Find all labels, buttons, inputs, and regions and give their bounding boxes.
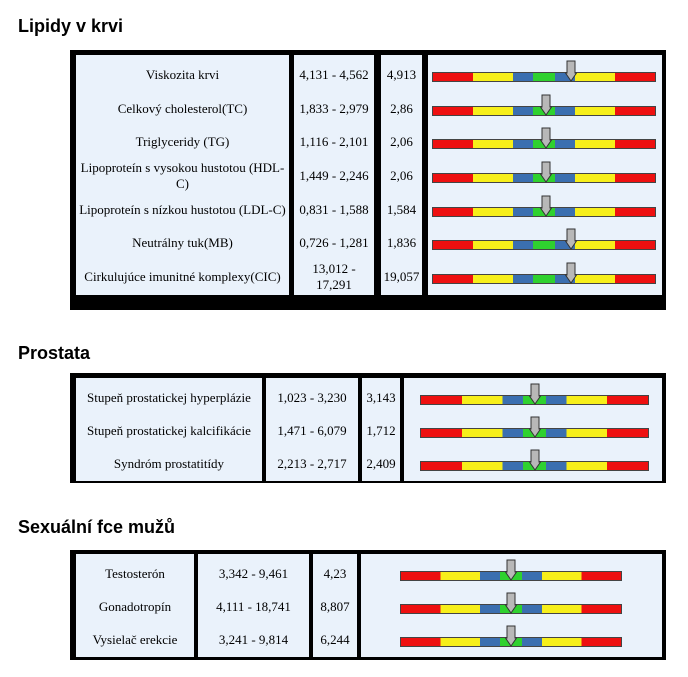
value-marker-icon bbox=[565, 262, 577, 284]
reference-range: 0,726 - 1,281 bbox=[294, 227, 374, 261]
section-title: Prostata bbox=[18, 343, 90, 364]
measured-value: 19,057 bbox=[381, 260, 422, 294]
reference-range: 1,116 - 2,101 bbox=[294, 125, 374, 159]
range-gauge-bar bbox=[432, 274, 656, 284]
value-marker-icon bbox=[505, 625, 517, 647]
measured-value: 8,807 bbox=[313, 590, 357, 623]
parameter-name: Vysielač erekcie bbox=[76, 623, 194, 656]
parameter-name: Testosterón bbox=[76, 557, 194, 590]
reference-range: 1,833 - 2,979 bbox=[294, 92, 374, 126]
value-marker-icon bbox=[540, 161, 552, 183]
value-marker-icon bbox=[565, 60, 577, 82]
measured-value: 1,836 bbox=[381, 227, 422, 261]
value-marker-icon bbox=[540, 195, 552, 217]
parameter-name: Syndróm prostatitídy bbox=[76, 447, 262, 480]
section-title: Sexuální fce mužů bbox=[18, 517, 175, 538]
measured-value: 4,913 bbox=[381, 58, 422, 92]
value-marker-icon bbox=[540, 94, 552, 116]
parameter-name: Celkový cholesterol(TC) bbox=[76, 92, 289, 126]
parameter-name: Cirkulujúce imunitné komplexy(CIC) bbox=[76, 260, 289, 294]
parameter-name: Viskozita krvi bbox=[76, 58, 289, 92]
reference-range: 4,111 - 18,741 bbox=[198, 590, 309, 623]
measured-value: 4,23 bbox=[313, 557, 357, 590]
parameter-name: Lipoproteín s vysokou hustotou (HDL-C) bbox=[76, 159, 289, 193]
measured-value: 1,712 bbox=[362, 414, 400, 447]
measured-value: 3,143 bbox=[362, 381, 400, 414]
reference-range: 0,831 - 1,588 bbox=[294, 193, 374, 227]
reference-range: 4,131 - 4,562 bbox=[294, 58, 374, 92]
value-marker-icon bbox=[505, 592, 517, 614]
value-marker-icon bbox=[529, 416, 541, 438]
measured-value: 6,244 bbox=[313, 623, 357, 656]
reference-range: 3,241 - 9,814 bbox=[198, 623, 309, 656]
parameter-name: Triglyceridy (TG) bbox=[76, 125, 289, 159]
range-gauge-bar bbox=[432, 240, 656, 250]
measured-value: 2,86 bbox=[381, 92, 422, 126]
reference-range: 2,213 - 2,717 bbox=[266, 447, 358, 480]
reference-range: 1,471 - 6,079 bbox=[266, 414, 358, 447]
section-title: Lipidy v krvi bbox=[18, 16, 123, 37]
value-marker-icon bbox=[565, 228, 577, 250]
reference-range: 1,449 - 2,246 bbox=[294, 159, 374, 193]
reference-range: 1,023 - 3,230 bbox=[266, 381, 358, 414]
value-marker-icon bbox=[529, 383, 541, 405]
measured-value: 1,584 bbox=[381, 193, 422, 227]
measured-value: 2,06 bbox=[381, 159, 422, 193]
value-marker-icon bbox=[540, 127, 552, 149]
value-marker-icon bbox=[529, 449, 541, 471]
reference-range: 3,342 - 9,461 bbox=[198, 557, 309, 590]
value-marker-icon bbox=[505, 559, 517, 581]
parameter-name: Stupeň prostatickej hyperplázie bbox=[76, 381, 262, 414]
reference-range: 13,012 - 17,291 bbox=[294, 260, 374, 294]
parameter-name: Gonadotropín bbox=[76, 590, 194, 623]
measured-value: 2,06 bbox=[381, 125, 422, 159]
parameter-name: Neutrálny tuk(MB) bbox=[76, 227, 289, 261]
parameter-name: Stupeň prostatickej kalcifikácie bbox=[76, 414, 262, 447]
parameter-name: Lipoproteín s nízkou hustotou (LDL-C) bbox=[76, 193, 289, 227]
measured-value: 2,409 bbox=[362, 447, 400, 480]
range-gauge-bar bbox=[432, 72, 656, 82]
